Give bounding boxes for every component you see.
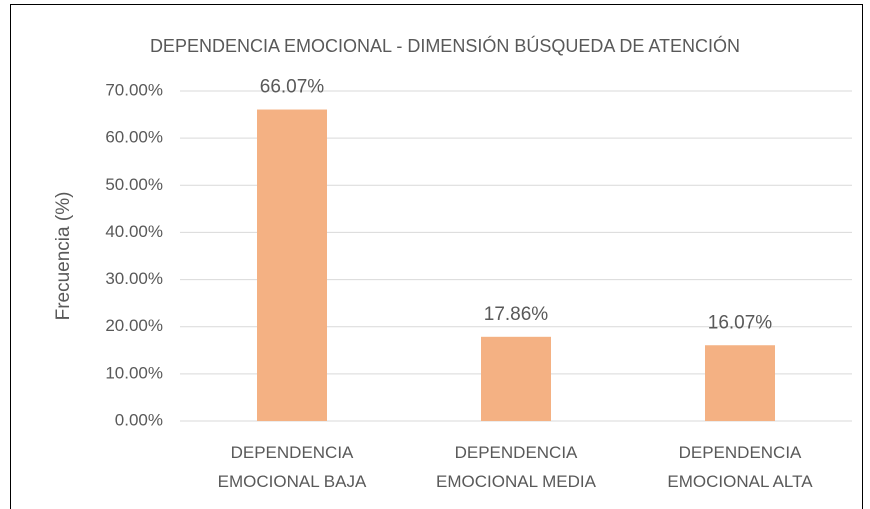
data-label: 66.07% bbox=[260, 77, 325, 98]
bar bbox=[481, 336, 551, 421]
data-label: 17.86% bbox=[484, 304, 549, 325]
y-tick-label: 20.00% bbox=[105, 316, 163, 335]
y-tick-label: 10.00% bbox=[105, 363, 163, 382]
y-tick-label: 50.00% bbox=[105, 175, 163, 194]
chart-title: DEPENDENCIA EMOCIONAL - DIMENSIÓN BÚSQUE… bbox=[150, 35, 740, 56]
y-tick-label: 40.00% bbox=[105, 222, 163, 241]
chart-frame bbox=[10, 4, 863, 509]
bar bbox=[705, 345, 775, 421]
data-label: 16.07% bbox=[708, 312, 773, 333]
x-tick-label: DEPENDENCIA EMOCIONAL BAJA bbox=[217, 443, 367, 491]
x-tick-label: DEPENDENCIA EMOCIONAL MEDIA bbox=[436, 443, 596, 491]
y-axis-label: Frecuencia (%) bbox=[53, 192, 74, 321]
x-tick-label: DEPENDENCIA EMOCIONAL ALTA bbox=[667, 443, 813, 491]
bar bbox=[257, 109, 327, 421]
y-tick-label: 30.00% bbox=[105, 269, 163, 288]
y-tick-label: 70.00% bbox=[105, 80, 163, 99]
y-tick-label: 60.00% bbox=[105, 128, 163, 147]
y-tick-label: 0.00% bbox=[115, 410, 163, 429]
